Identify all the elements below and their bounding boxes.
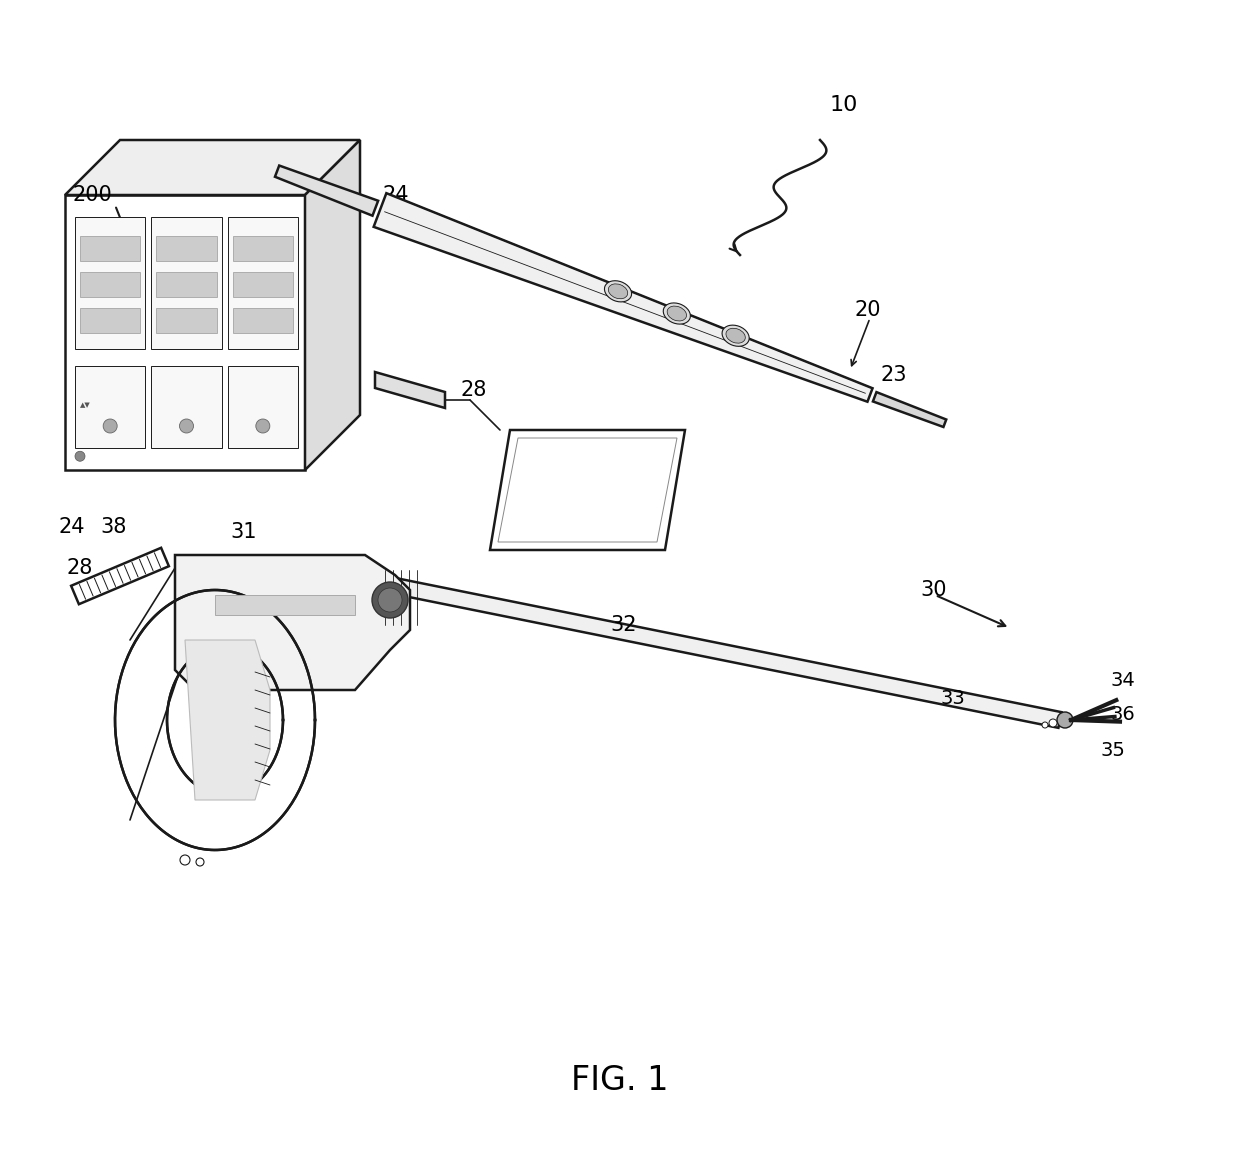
Circle shape <box>378 588 402 613</box>
Polygon shape <box>374 372 445 408</box>
Polygon shape <box>156 236 217 261</box>
Polygon shape <box>228 217 298 350</box>
Polygon shape <box>233 272 293 297</box>
Text: FIG. 1: FIG. 1 <box>572 1064 668 1097</box>
Polygon shape <box>151 366 222 448</box>
Ellipse shape <box>663 303 691 324</box>
Text: 36: 36 <box>1110 706 1135 725</box>
Polygon shape <box>64 140 360 195</box>
Polygon shape <box>233 307 293 332</box>
Circle shape <box>255 419 270 433</box>
Ellipse shape <box>667 306 687 321</box>
Text: 26: 26 <box>529 535 557 555</box>
Circle shape <box>1056 712 1073 728</box>
Polygon shape <box>498 438 677 542</box>
Polygon shape <box>151 217 222 350</box>
Text: 35: 35 <box>1100 740 1125 760</box>
Circle shape <box>372 582 408 618</box>
Polygon shape <box>71 548 169 604</box>
Text: 30: 30 <box>920 580 946 600</box>
Circle shape <box>180 419 193 433</box>
Text: 31: 31 <box>229 523 257 542</box>
Text: 33: 33 <box>940 689 965 707</box>
Polygon shape <box>228 366 298 448</box>
Circle shape <box>196 858 205 866</box>
Polygon shape <box>74 217 145 350</box>
Polygon shape <box>156 307 217 332</box>
Circle shape <box>74 451 86 462</box>
Polygon shape <box>185 639 270 800</box>
Circle shape <box>1042 722 1048 728</box>
Polygon shape <box>115 590 315 850</box>
Text: 34: 34 <box>1110 671 1135 690</box>
Polygon shape <box>64 195 305 470</box>
Polygon shape <box>490 430 684 549</box>
Polygon shape <box>215 595 355 615</box>
Polygon shape <box>74 366 145 448</box>
Polygon shape <box>81 307 140 332</box>
Circle shape <box>103 419 117 433</box>
Ellipse shape <box>725 328 745 344</box>
Text: 28: 28 <box>460 380 486 400</box>
Ellipse shape <box>722 325 749 346</box>
Text: 38: 38 <box>100 517 126 537</box>
Polygon shape <box>275 166 378 216</box>
Polygon shape <box>233 236 293 261</box>
Ellipse shape <box>609 284 627 299</box>
Polygon shape <box>873 392 946 427</box>
Text: 24: 24 <box>382 185 408 205</box>
Text: 24: 24 <box>58 517 84 537</box>
Text: 10: 10 <box>830 95 858 115</box>
Circle shape <box>1049 719 1056 727</box>
Text: 23: 23 <box>880 365 906 385</box>
Text: 20: 20 <box>856 300 882 320</box>
Polygon shape <box>81 272 140 297</box>
Text: 28: 28 <box>67 558 93 577</box>
Polygon shape <box>373 193 873 402</box>
Polygon shape <box>167 645 283 795</box>
Circle shape <box>180 855 190 865</box>
Ellipse shape <box>604 281 631 302</box>
Polygon shape <box>175 555 410 690</box>
Text: 32: 32 <box>610 615 636 635</box>
Polygon shape <box>81 236 140 261</box>
Polygon shape <box>305 140 360 470</box>
Polygon shape <box>156 272 217 297</box>
Text: 200: 200 <box>73 185 113 205</box>
Text: ▲▼: ▲▼ <box>81 402 91 408</box>
Polygon shape <box>363 572 1061 728</box>
